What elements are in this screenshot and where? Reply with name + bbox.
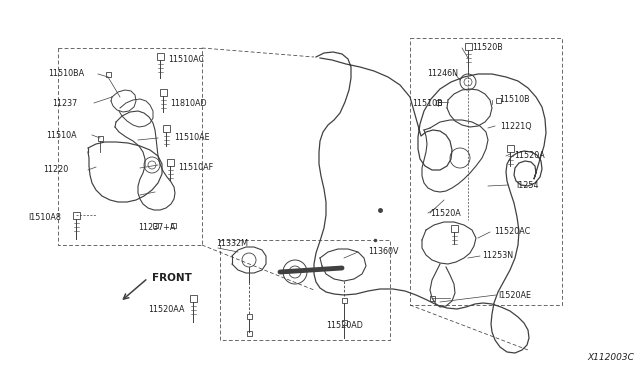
Text: 11510BA: 11510BA xyxy=(48,70,84,78)
Text: 11220: 11220 xyxy=(43,166,68,174)
Text: 11510A: 11510A xyxy=(46,131,77,140)
Text: 11510AE: 11510AE xyxy=(174,134,210,142)
Text: 11520B: 11520B xyxy=(472,44,503,52)
Text: 11520AC: 11520AC xyxy=(494,228,531,237)
Text: 11810AD: 11810AD xyxy=(170,99,207,108)
Text: 11360V: 11360V xyxy=(368,247,399,257)
Text: 11520A: 11520A xyxy=(514,151,545,160)
Text: 11510AC: 11510AC xyxy=(168,55,204,64)
Text: 11246N: 11246N xyxy=(427,70,458,78)
Text: 11237: 11237 xyxy=(52,99,77,108)
Text: 11520AA: 11520AA xyxy=(148,305,184,314)
Text: 11510AF: 11510AF xyxy=(178,164,213,173)
Text: 11520AD: 11520AD xyxy=(326,321,363,330)
Text: 11253N: 11253N xyxy=(482,251,513,260)
Text: 11332M: 11332M xyxy=(216,240,248,248)
Text: 11520A: 11520A xyxy=(430,208,461,218)
Text: l1254: l1254 xyxy=(516,180,538,189)
Text: l1510A8: l1510A8 xyxy=(28,214,61,222)
Text: 11510B: 11510B xyxy=(499,96,530,105)
Text: X112003C: X112003C xyxy=(587,353,634,362)
Text: 11221Q: 11221Q xyxy=(500,122,532,131)
Text: 11510B: 11510B xyxy=(412,99,443,108)
Text: 11237+A: 11237+A xyxy=(138,224,175,232)
Text: FRONT: FRONT xyxy=(152,273,192,283)
Text: l1520AE: l1520AE xyxy=(498,291,531,299)
